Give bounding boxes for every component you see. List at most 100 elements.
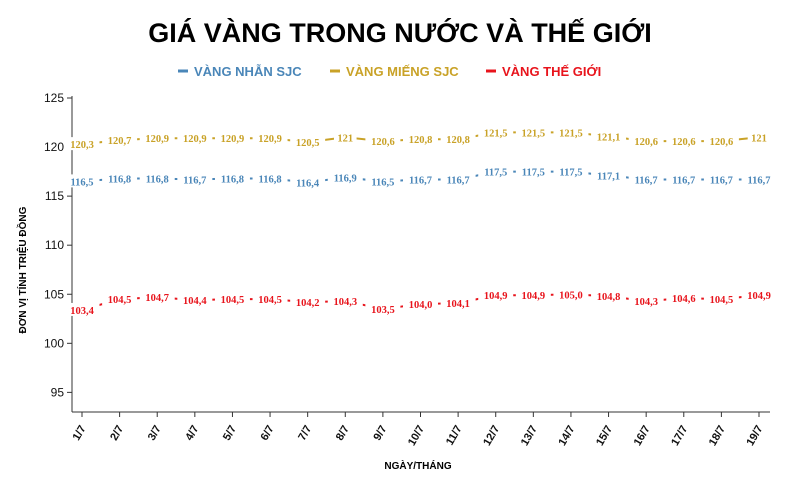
data-label: 120,7: [108, 136, 132, 147]
data-label-bg: [591, 129, 627, 143]
data-label-bg: [214, 292, 250, 306]
data-label: 116,9: [334, 173, 357, 184]
x-tick-label: 9/7: [371, 424, 389, 443]
data-label-bg: [515, 288, 551, 302]
data-label-bg: [628, 134, 664, 148]
chart-title: GIÁ VÀNG TRONG NƯỚC VÀ THẾ GIỚI: [148, 17, 651, 48]
x-tick-label: 4/7: [183, 424, 201, 443]
legend-label: VÀNG NHẪN SJC: [194, 64, 302, 79]
data-label: 116,7: [635, 175, 658, 186]
data-label: 120,6: [710, 137, 734, 148]
x-tick-label: 6/7: [259, 424, 277, 443]
data-label-bg: [177, 172, 213, 186]
data-label: 104,6: [672, 294, 696, 305]
data-label: 105,0: [559, 290, 583, 301]
data-label: 121,5: [522, 128, 546, 139]
y-tick-label: 100: [44, 336, 64, 350]
data-label-bg: [553, 125, 589, 139]
data-label-bg: [440, 172, 476, 186]
legend-label: VÀNG MIẾNG SJC: [346, 64, 459, 79]
x-tick-label: 7/7: [296, 424, 314, 443]
data-label: 104,0: [409, 300, 433, 311]
data-label: 104,5: [108, 295, 132, 306]
data-label: 116,4: [296, 178, 320, 189]
data-label-bg: [327, 294, 363, 308]
series-2: 120,3 120,7 120,9 120,9 120,9 120,9 120,5 121 12…: [64, 125, 771, 151]
x-tick-label: 17/7: [669, 424, 690, 449]
y-tick-label: 115: [45, 189, 64, 203]
data-label: 121,5: [484, 128, 508, 139]
data-label: 120,6: [634, 137, 658, 148]
x-tick-label: 13/7: [519, 424, 540, 449]
data-label: 104,9: [747, 291, 771, 302]
x-axis-label: NGÀY/THÁNG: [384, 459, 451, 472]
legend-label: VÀNG THẾ GIỚI: [502, 64, 601, 79]
y-tick-label: 95: [51, 385, 65, 399]
data-label: 120,8: [446, 135, 470, 146]
data-label: 120,5: [296, 138, 320, 149]
data-label-bg: [252, 131, 288, 145]
data-label: 116,7: [409, 175, 432, 186]
data-label: 104,4: [183, 296, 207, 307]
data-label: 121: [751, 133, 767, 144]
legend-item-2: VÀNG MIẾNG SJC: [330, 64, 459, 79]
y-tick-label: 120: [44, 140, 64, 154]
data-label: 116,8: [108, 174, 131, 185]
data-label: 120,9: [183, 134, 207, 145]
data-label: 120,3: [70, 140, 94, 151]
data-label: 104,1: [446, 299, 470, 310]
x-tick-label: 16/7: [632, 424, 653, 449]
data-label-bg: [139, 131, 175, 145]
data-label: 120,9: [221, 134, 245, 145]
data-label-bg: [290, 175, 326, 189]
x-tick-label: 14/7: [556, 424, 577, 449]
data-label-bg: [478, 125, 514, 139]
data-label: 104,8: [597, 292, 621, 303]
data-label-bg: [628, 172, 664, 186]
data-label-bg: [327, 170, 363, 184]
data-label-bg: [703, 172, 739, 186]
x-axis: 1/7 2/7 3/7 4/7 5/7 6/7 7/7 8/7 9/7 10/7 11/7 12/7 1…: [71, 411, 770, 449]
data-label: 116,7: [672, 175, 695, 186]
data-label: 116,7: [747, 175, 770, 186]
data-label-bg: [703, 134, 739, 148]
data-label: 120,6: [672, 137, 696, 148]
data-label-bg: [741, 288, 777, 302]
x-tick-label: 8/7: [334, 424, 352, 443]
data-label-bg: [177, 131, 213, 145]
data-label-bg: [591, 168, 627, 182]
data-label: 117,5: [522, 168, 545, 179]
data-label: 104,7: [145, 293, 169, 304]
data-label: 104,5: [710, 295, 734, 306]
data-label: 116,8: [259, 174, 282, 185]
x-tick-label: 12/7: [481, 424, 502, 449]
x-tick-label: 5/7: [221, 424, 239, 443]
y-tick-label: 105: [44, 287, 64, 301]
legend: VÀNG NHẪN SJC VÀNG MIẾNG SJC VÀNG THẾ GIỚI: [178, 64, 601, 79]
y-tick-label: 110: [45, 238, 64, 252]
data-label: 104,9: [484, 291, 508, 302]
data-label-bg: [591, 289, 627, 303]
data-label: 104,9: [522, 291, 546, 302]
data-label-bg: [139, 290, 175, 304]
data-label: 104,3: [634, 297, 658, 308]
data-label-bg: [553, 287, 589, 301]
data-label-bg: [252, 171, 288, 185]
data-label-bg: [628, 294, 664, 308]
data-label-bg: [139, 171, 175, 185]
y-tick-label: 125: [44, 91, 64, 105]
data-label: 104,2: [296, 298, 320, 309]
data-label: 116,8: [146, 174, 169, 185]
data-label-bg: [64, 174, 100, 188]
data-label-bg: [102, 133, 138, 147]
data-label-bg: [703, 292, 739, 306]
data-label: 117,5: [559, 168, 582, 179]
data-label: 117,5: [484, 168, 507, 179]
data-label-bg: [440, 132, 476, 146]
data-label-bg: [102, 171, 138, 185]
data-label: 121: [337, 133, 353, 144]
series-3: 103,4 104,5 104,7 104,4 104,5 104,5 104,2 104,3…: [64, 287, 777, 317]
data-label: 116,7: [710, 175, 733, 186]
series-group: 116,5 116,8 116,8 116,7 116,8 116,8 116,4 116,9…: [64, 125, 777, 317]
